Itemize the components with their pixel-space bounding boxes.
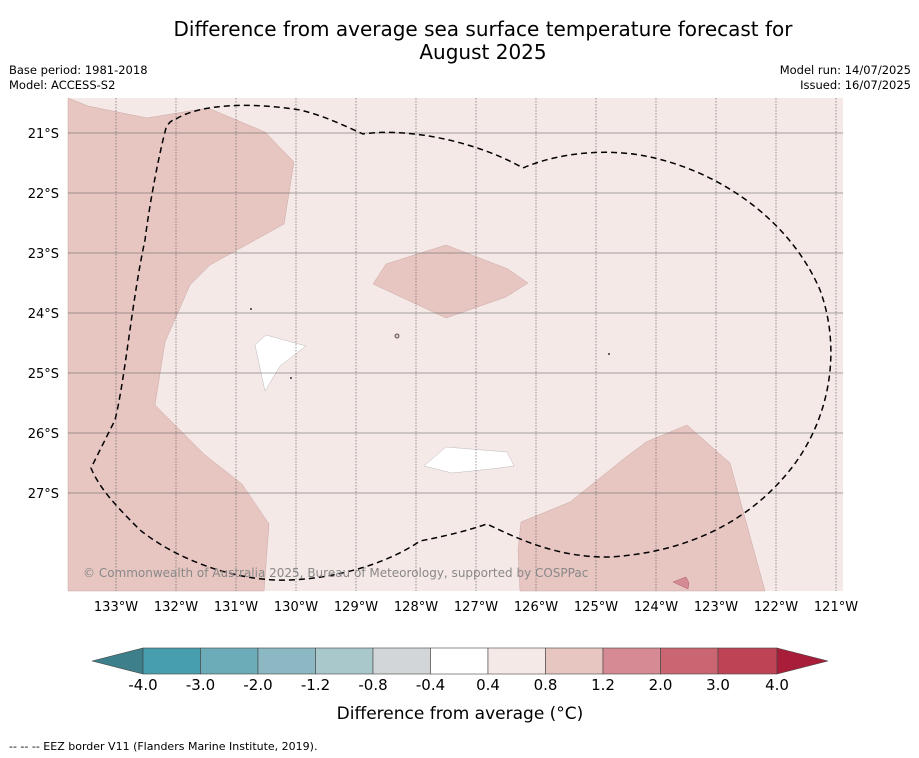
colorbar-segment — [602, 647, 661, 675]
model-text: Model: ACCESS-S2 — [9, 78, 116, 92]
colorbar-segment — [717, 647, 778, 675]
colorbar-segment — [257, 647, 316, 675]
lat-label: 26°S — [28, 427, 59, 442]
anomaly-speck-1 — [394, 333, 400, 339]
title-line-2: August 2025 — [419, 40, 547, 64]
anomaly-region-small-warm — [672, 576, 690, 590]
title-line-1: Difference from average sea surface temp… — [173, 17, 793, 41]
colorbar-segment — [487, 647, 546, 675]
colorbar-segment — [142, 647, 201, 675]
lat-label: 24°S — [28, 307, 59, 322]
lat-label: 23°S — [28, 247, 59, 262]
anomaly-region-west — [67, 97, 295, 592]
chart-title: Difference from average sea surface temp… — [0, 18, 919, 64]
anomaly-region-southeast — [517, 424, 766, 592]
lon-label: 131°W — [214, 600, 258, 615]
lat-label: 21°S — [28, 127, 59, 142]
lat-label: 25°S — [28, 367, 59, 382]
lon-label: 125°W — [574, 600, 618, 615]
colorbar-tick: 0.4 — [476, 676, 500, 694]
lon-label: 130°W — [274, 600, 318, 615]
colorbar-tick: -4.0 — [128, 676, 158, 694]
colorbar-tick: 2.0 — [648, 676, 673, 694]
lat-label: 22°S — [28, 187, 59, 202]
base-period-text: Base period: 1981-2018 — [9, 63, 148, 77]
lon-label: 123°W — [694, 600, 738, 615]
longitude-labels: 133°W 132°W 131°W 130°W 129°W 128°W 127°… — [94, 600, 858, 615]
colorbar-tick: -1.2 — [300, 676, 331, 694]
longitude-lines — [115, 98, 837, 591]
lon-label: 121°W — [814, 600, 858, 615]
issued-text: Issued: 16/07/2025 — [800, 78, 911, 92]
model-run-text: Model run: 14/07/2025 — [779, 63, 911, 77]
map-panel — [67, 97, 843, 592]
colorbar-segment — [372, 647, 431, 675]
colorbar-extend-high — [776, 647, 829, 675]
lon-label: 128°W — [394, 600, 438, 615]
near-average-region-west — [254, 334, 307, 392]
colorbar-extend-low — [91, 647, 144, 675]
colorbar-segment — [315, 647, 374, 675]
graticule — [68, 98, 843, 591]
near-average-region-south — [423, 446, 515, 474]
colorbar-title: Difference from average (°C) — [336, 704, 584, 724]
colorbar-tick: -0.8 — [358, 676, 388, 694]
metadata-right: Model run: 14/07/2025 Issued: 16/07/2025 — [780, 63, 911, 93]
colorbar-segment — [545, 647, 604, 675]
lon-label: 126°W — [514, 600, 558, 615]
anomaly-region-central — [372, 244, 529, 319]
colorbar-tick: -3.0 — [185, 676, 216, 694]
colorbar-tick: -0.4 — [415, 676, 446, 694]
lon-label: 133°W — [94, 600, 138, 615]
colorbar-tick: 1.2 — [591, 676, 615, 694]
lon-label: 122°W — [754, 600, 798, 615]
colorbar-tick: 0.8 — [533, 676, 558, 694]
eez-footnote: -- -- -- EEZ border V11 (Flanders Marine… — [9, 740, 318, 753]
latitude-lines — [68, 132, 843, 494]
lon-label: 124°W — [634, 600, 678, 615]
metadata-left: Base period: 1981-2018 Model: ACCESS-S2 — [9, 63, 148, 93]
anomaly-speck-3 — [250, 308, 252, 310]
latitude-labels: 21°S 22°S 23°S 24°S 25°S 26°S 27°S — [28, 127, 59, 502]
lon-label: 127°W — [454, 600, 498, 615]
colorbar-tick: 4.0 — [765, 676, 789, 694]
lat-label: 27°S — [28, 487, 59, 502]
colorbar-segment — [200, 647, 259, 675]
lon-label: 132°W — [154, 600, 198, 615]
anomaly-speck-2 — [608, 353, 610, 355]
colorbar-segment — [430, 647, 489, 675]
colorbar-segment — [660, 647, 719, 675]
colorbar-tick: 3.0 — [706, 676, 730, 694]
colorbar — [91, 647, 829, 675]
copyright-watermark: © Commonwealth of Australia 2025, Bureau… — [83, 566, 588, 580]
colorbar-tick: -2.0 — [243, 676, 273, 694]
lon-label: 129°W — [334, 600, 378, 615]
anomaly-speck-4 — [290, 377, 292, 379]
